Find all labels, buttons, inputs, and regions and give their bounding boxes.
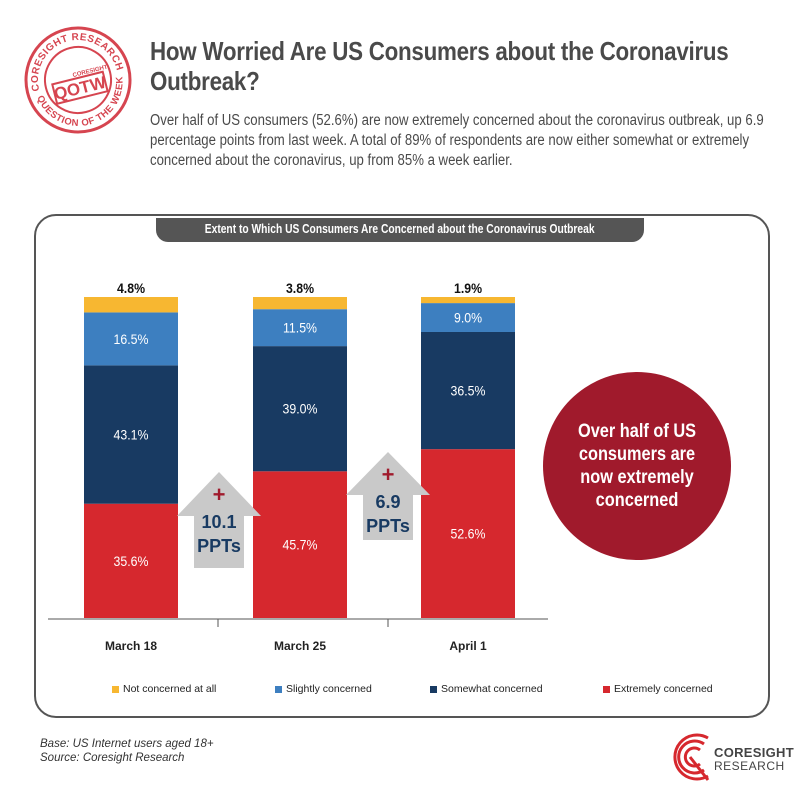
data-label: 9.0% bbox=[454, 310, 482, 326]
legend-item: Not concerned at all bbox=[112, 683, 216, 695]
legend-label: Slightly concerned bbox=[286, 683, 372, 695]
annotation-text: + bbox=[213, 482, 226, 507]
bar-segment bbox=[421, 449, 515, 618]
legend-label: Somewhat concerned bbox=[441, 683, 543, 695]
legend-label: Extremely concerned bbox=[614, 683, 713, 695]
data-label: 35.6% bbox=[114, 553, 149, 569]
bar-segment bbox=[253, 309, 347, 347]
data-label: 3.8% bbox=[286, 280, 314, 296]
bar-segment bbox=[84, 503, 178, 618]
bar-segment bbox=[421, 331, 515, 450]
legend-swatch bbox=[603, 685, 610, 693]
bar-segment bbox=[421, 303, 515, 332]
data-label: 52.6% bbox=[451, 526, 486, 542]
bar-segment bbox=[84, 365, 178, 504]
chart-title-text: Extent to Which US Consumers Are Concern… bbox=[205, 222, 595, 236]
x-tick-label: March 25 bbox=[274, 639, 326, 653]
legend-item: Slightly concerned bbox=[275, 683, 372, 695]
data-label: 39.0% bbox=[283, 401, 318, 417]
legend-label: Not concerned at all bbox=[123, 683, 217, 695]
logo-line1: CORESIGHT bbox=[714, 745, 794, 760]
annotation-text: 10.1 bbox=[201, 512, 236, 532]
annotation-text: + bbox=[382, 462, 395, 487]
bar-segment bbox=[253, 471, 347, 618]
page-subtitle: Over half of US consumers (52.6%) are no… bbox=[150, 112, 764, 169]
legend-swatch bbox=[112, 685, 119, 693]
annotation-text: PPTs bbox=[197, 536, 241, 556]
qotw-stamp: CORESIGHT RESEARCH QUESTION OF THE WEEK … bbox=[22, 24, 134, 136]
legend-item: Somewhat concerned bbox=[430, 683, 543, 695]
bar-segment bbox=[253, 346, 347, 472]
x-tick-label: March 18 bbox=[105, 639, 157, 653]
bar-segment bbox=[84, 297, 178, 313]
legend-swatch bbox=[430, 685, 437, 693]
data-label: 43.1% bbox=[114, 427, 149, 443]
annotation-text: 6.9 bbox=[375, 492, 400, 512]
footnote: Base: US Internet users aged 18+ Source:… bbox=[40, 737, 214, 765]
data-label: 45.7% bbox=[283, 537, 318, 553]
up-arrow-icon bbox=[177, 472, 261, 568]
callout-text: Over half of US consumers are now extrem… bbox=[577, 421, 697, 511]
legend-item: Extremely concerned bbox=[603, 683, 713, 695]
footnote-base: Base: US Internet users aged 18+ bbox=[40, 738, 214, 750]
up-arrow-icon bbox=[346, 452, 430, 540]
bar-segment bbox=[253, 297, 347, 310]
page-title: How Worried Are US Consumers about the C… bbox=[150, 36, 729, 96]
x-tick-label: April 1 bbox=[449, 639, 487, 653]
data-label: 11.5% bbox=[283, 320, 317, 336]
annotation-text: PPTs bbox=[366, 516, 410, 536]
bar-segment bbox=[84, 312, 178, 366]
coresight-logo-icon bbox=[673, 733, 710, 781]
legend: Not concerned at all Slightly concerned So… bbox=[0, 683, 800, 703]
bar-segment bbox=[421, 297, 515, 304]
legend-swatch bbox=[275, 685, 282, 693]
data-label: 36.5% bbox=[451, 383, 486, 399]
data-label: 16.5% bbox=[114, 331, 149, 347]
logo-line2: RESEARCH bbox=[714, 759, 785, 773]
data-label: 1.9% bbox=[454, 280, 482, 296]
chart-title: Extent to Which US Consumers Are Concern… bbox=[156, 218, 644, 242]
footnote-source: Source: Coresight Research bbox=[40, 752, 185, 764]
callout-circle: Over half of US consumers are now extrem… bbox=[543, 372, 731, 560]
data-label: 4.8% bbox=[117, 280, 145, 296]
